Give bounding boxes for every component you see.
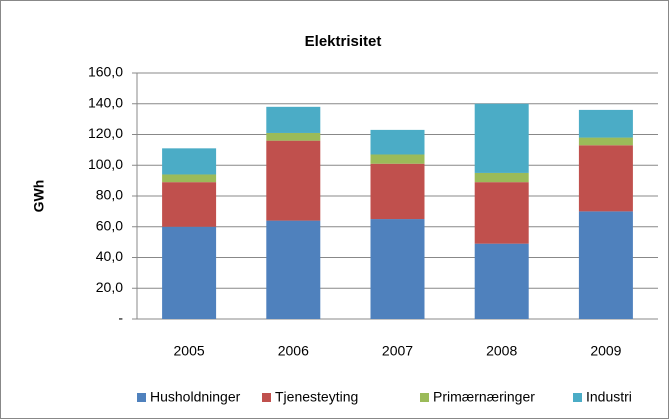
bar-segment [162,174,217,183]
x-tick-label: 2005 [174,343,205,359]
y-tick-label: 100,0 [88,156,123,172]
y-axis-label: GWh [31,180,47,213]
legend-label: Industri [586,389,632,405]
bar-segment [578,137,633,146]
x-tick-label: 2009 [590,343,621,359]
y-tick-label: 60,0 [96,217,123,233]
bar-segment [266,140,321,221]
bar-segment [474,172,529,183]
legend-swatch [262,393,271,402]
legend-label: Tjenesteyting [275,389,358,405]
bar-segment [474,243,529,319]
legend-label: Husholdninger [150,389,241,405]
y-tick-label: 20,0 [96,279,123,295]
bar-segment [370,219,425,319]
y-tick-label: 80,0 [96,187,123,203]
y-tick-label: - [118,310,123,326]
y-tick-label: 120,0 [88,125,123,141]
bar-segment [266,220,321,319]
bar-segment [578,211,633,319]
bar-segment [162,182,217,227]
bar-segment [266,106,321,133]
bar-segment [266,132,321,141]
bar-segment [162,226,217,319]
bar-segment [162,148,217,175]
bar-segment [370,163,425,220]
bar-segment [370,154,425,164]
bar-segment [578,145,633,212]
legend-swatch [137,393,146,402]
legend-swatch [573,393,582,402]
x-tick-label: 2008 [486,343,517,359]
y-tick-label: 160,0 [88,64,123,80]
x-tick-label: 2007 [382,343,413,359]
bar-segment [474,103,529,173]
y-tick-label: 140,0 [88,94,123,110]
bar-segment [578,109,633,138]
bar-segment [370,129,425,155]
x-tick-label: 2006 [278,343,309,359]
chart-title: Elektrisitet [305,33,382,50]
bar-segment [474,182,529,244]
legend-swatch [420,393,429,402]
legend-label: Primærnæringer [433,389,535,405]
y-tick-label: 40,0 [96,248,123,264]
